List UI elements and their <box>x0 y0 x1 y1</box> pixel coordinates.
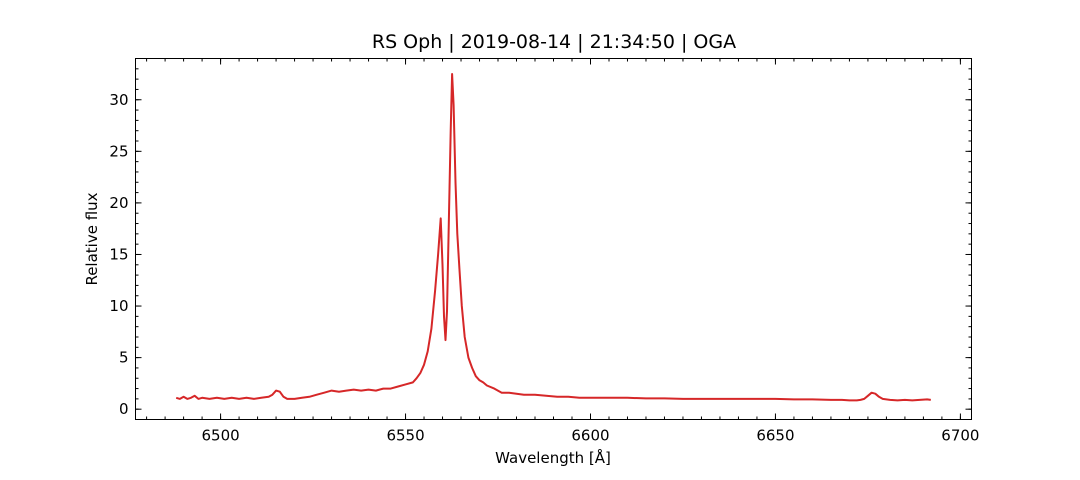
x-axis-label: Wavelength [Å] <box>495 448 611 467</box>
y-tick-label: 30 <box>109 91 128 109</box>
y-tick-label: 0 <box>119 400 129 418</box>
spectrum-series-line <box>175 73 931 402</box>
x-tick-label: 6600 <box>571 427 609 445</box>
y-tick-label: 15 <box>109 245 128 263</box>
y-tick-label: 5 <box>119 349 129 367</box>
x-tick-label: 6500 <box>201 427 239 445</box>
chart-title: RS Oph | 2019-08-14 | 21:34:50 | OGA <box>372 31 736 53</box>
y-axis-label: Relative flux <box>83 192 101 285</box>
x-tick-label: 6650 <box>756 427 794 445</box>
plot-frame <box>135 58 972 420</box>
y-tick-label: 20 <box>109 194 128 212</box>
axis-ticks <box>135 58 972 420</box>
tick-labels: 6500 6550 6600 6650 6700 0 5 10 15 20 25 30 <box>109 91 979 445</box>
x-tick-label: 6700 <box>941 427 979 445</box>
y-tick-label: 10 <box>109 297 128 315</box>
x-tick-label: 6550 <box>386 427 424 445</box>
y-tick-label: 25 <box>109 142 128 160</box>
